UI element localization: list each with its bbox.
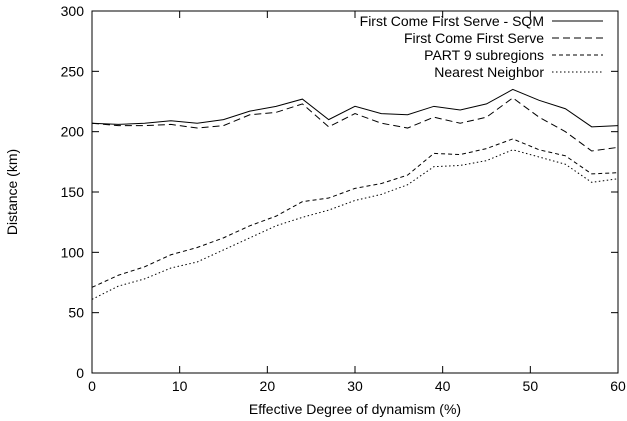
series-line-2 — [91, 97, 619, 152]
y-tick-label: 0 — [76, 365, 84, 381]
legend-label: First Come First Serve — [404, 30, 544, 46]
legend-label: First Come First Serve - SQM — [360, 13, 544, 29]
y-tick-label: 200 — [61, 124, 85, 140]
y-tick-label: 250 — [61, 63, 85, 79]
legend-label: Nearest Neighbor — [434, 64, 544, 80]
series-line-1 — [91, 88, 619, 128]
x-tick-label: 60 — [610, 378, 626, 394]
x-tick-label: 40 — [435, 378, 451, 394]
x-tick-label: 20 — [260, 378, 276, 394]
x-tick-label: 30 — [347, 378, 363, 394]
series-line-3 — [91, 138, 619, 288]
series-layer — [91, 88, 619, 300]
x-tick-label: 10 — [172, 378, 188, 394]
y-tick-label: 50 — [68, 305, 84, 321]
series-line-4 — [91, 149, 619, 300]
x-tick-label: 50 — [523, 378, 539, 394]
x-axis-label: Effective Degree of dynamism (%) — [249, 401, 461, 417]
x-tick-label: 0 — [88, 378, 96, 394]
axis-ticks: 0 10 20 30 40 50 60 0 50 100 150 200 250 300 — [61, 3, 626, 394]
y-axis-label: Distance (km) — [4, 149, 20, 235]
y-tick-label: 150 — [61, 184, 85, 200]
y-tick-label: 100 — [61, 244, 85, 260]
y-tick-label: 300 — [61, 3, 85, 19]
legend-label: PART 9 subregions — [424, 47, 544, 63]
